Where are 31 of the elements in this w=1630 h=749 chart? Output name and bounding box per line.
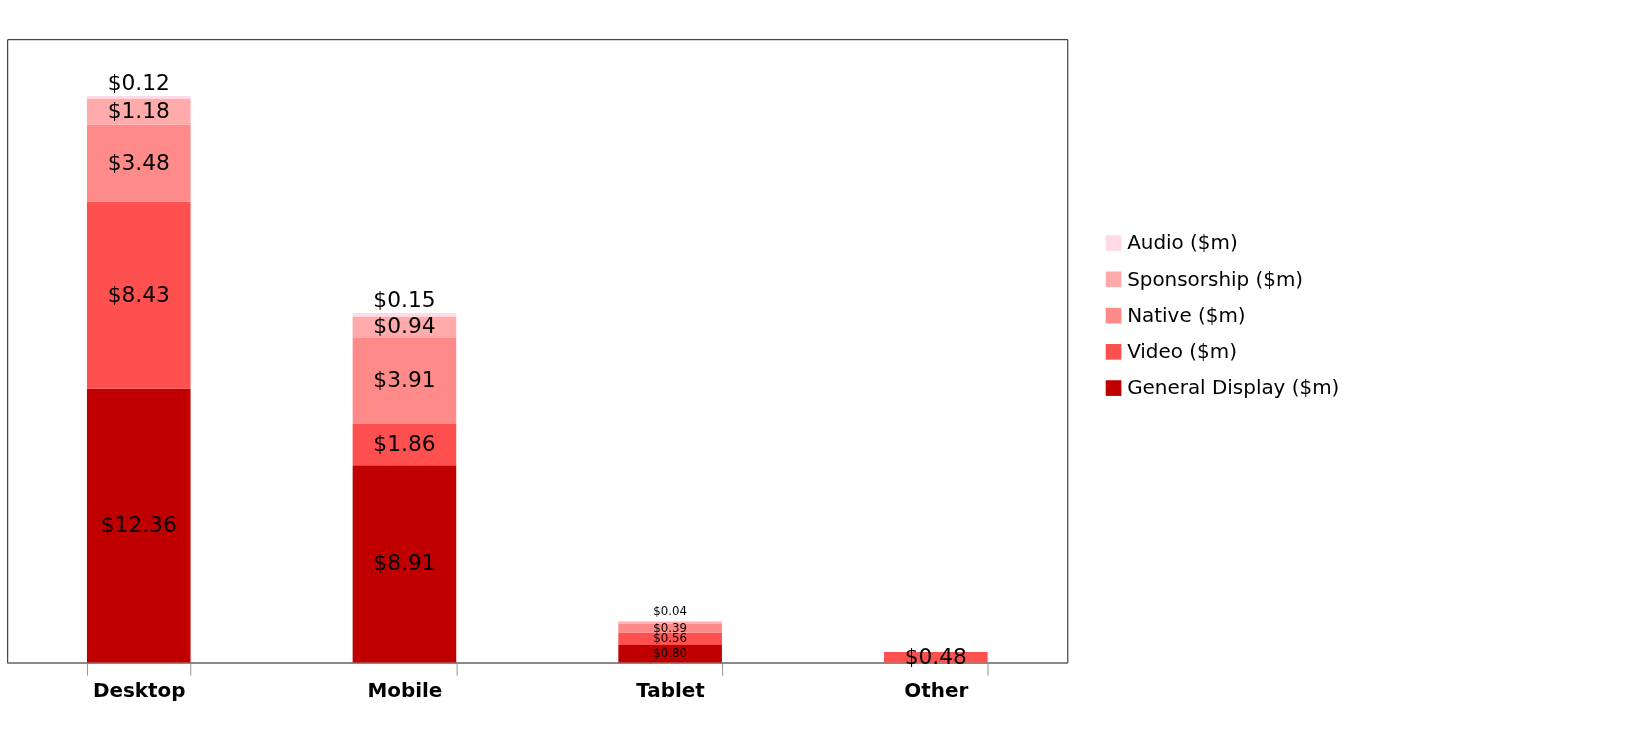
legend-label: Sponsorship ($m) — [1127, 267, 1304, 291]
legend-label: Video ($m) — [1127, 340, 1237, 364]
bar — [86, 388, 191, 663]
legend-label: Native ($m) — [1127, 303, 1246, 327]
x-tick-label: Tablet — [636, 678, 706, 702]
data-label: $8.43 — [107, 281, 170, 307]
bar — [352, 313, 457, 317]
bar — [618, 644, 722, 663]
data-label: $3.91 — [373, 366, 436, 392]
data-label: $0.15 — [373, 286, 436, 312]
bar — [352, 465, 457, 663]
x-tick-label: Other — [904, 678, 969, 702]
data-label: $8.91 — [373, 550, 436, 576]
legend-label: Audio ($m) — [1127, 231, 1238, 255]
data-label: $0.12 — [107, 69, 170, 95]
data-label: $0.04 — [653, 604, 687, 619]
data-label: $3.48 — [107, 149, 170, 175]
data-label: $0.80 — [653, 646, 687, 661]
x-tick-label: Mobile — [367, 678, 443, 702]
data-label: $0.39 — [653, 620, 687, 635]
data-label: $1.86 — [373, 430, 436, 456]
bar — [86, 124, 191, 202]
bar — [86, 95, 191, 99]
data-label: $1.18 — [107, 97, 170, 123]
bar — [352, 337, 457, 424]
bar — [86, 201, 191, 389]
x-tick-label: Desktop — [92, 678, 186, 702]
data-label: $12.36 — [100, 511, 177, 537]
legend-label: General Display ($m) — [1127, 376, 1340, 400]
data-label: $0.94 — [373, 313, 436, 339]
bar — [618, 632, 722, 645]
